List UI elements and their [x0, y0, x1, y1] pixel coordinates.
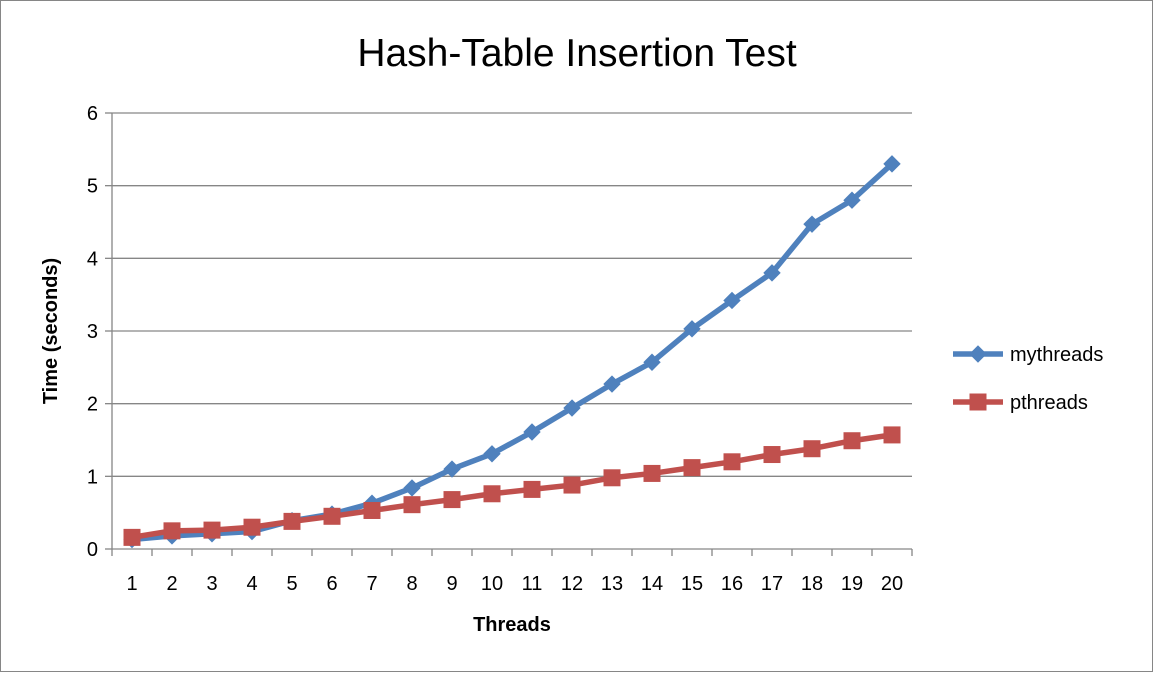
x-tick-label: 6	[326, 573, 337, 595]
x-tick-label: 12	[561, 573, 583, 595]
y-tick-label: 3	[87, 321, 98, 343]
pthreads-point	[203, 521, 221, 539]
pthreads-point	[523, 480, 541, 498]
legend-label: pthreads	[1010, 392, 1088, 414]
gridlines	[112, 112, 912, 477]
x-tick-label: 11	[522, 573, 543, 595]
pthreads-point	[363, 501, 381, 519]
mythreads-point	[883, 155, 901, 173]
y-tick-label: 1	[87, 466, 98, 488]
mythreads-point	[443, 460, 461, 478]
x-tick-label: 8	[406, 573, 417, 595]
x-axis-title: Threads	[473, 614, 551, 636]
mythreads-point	[643, 353, 661, 371]
pthreads-point	[243, 518, 261, 536]
x-tick-label: 3	[206, 573, 217, 595]
mythreads-point	[603, 375, 621, 393]
mythreads-point	[843, 191, 861, 209]
x-tick-label: 1	[126, 573, 137, 595]
x-tick-label: 17	[761, 573, 783, 595]
pthreads-point	[283, 512, 301, 530]
mythreads-point	[803, 215, 821, 233]
y-tick-label: 2	[87, 394, 98, 416]
y-tick-label: 4	[87, 248, 98, 270]
mythreads-point	[763, 264, 781, 282]
x-tick-label: 4	[246, 573, 257, 595]
y-tick-label: 6	[87, 103, 98, 125]
legend-swatch-marker	[969, 345, 987, 363]
series-pthreads	[123, 426, 901, 546]
legend-item-pthreads: pthreads	[953, 392, 1088, 414]
x-tick-label: 13	[601, 573, 623, 595]
pthreads-point	[403, 496, 421, 514]
x-tick-label: 20	[881, 573, 903, 595]
legend: mythreads pthreads	[953, 344, 1103, 414]
y-tick-label: 0	[87, 539, 98, 561]
x-tick-label: 14	[641, 573, 663, 595]
chart-title: Hash-Table Insertion Test	[357, 32, 797, 75]
x-tick-label: 9	[446, 573, 457, 595]
x-tick-label: 2	[166, 573, 177, 595]
pthreads-point	[643, 464, 661, 482]
x-tick-label: 16	[721, 573, 743, 595]
x-tick-label: 10	[481, 573, 503, 595]
pthreads-point	[163, 522, 181, 540]
mythreads-point	[723, 291, 741, 310]
mythreads-point	[403, 479, 421, 497]
pthreads-point	[323, 507, 341, 525]
y-tick-label: 5	[87, 176, 98, 198]
mythreads-line	[129, 161, 895, 543]
mythreads-point	[563, 399, 581, 417]
pthreads-point	[763, 446, 781, 464]
series-mythreads	[123, 155, 901, 549]
pthreads-point	[883, 426, 901, 444]
series-layer	[123, 155, 901, 549]
pthreads-point	[843, 432, 861, 450]
mythreads-point	[683, 320, 701, 338]
legend-item-mythreads: mythreads	[953, 344, 1103, 366]
mythreads-point	[483, 445, 501, 463]
x-tick-label: 5	[286, 573, 297, 595]
pthreads-point	[563, 476, 581, 494]
x-tick-label: 15	[681, 573, 703, 595]
x-tick-label: 19	[841, 573, 863, 595]
mythreads-point	[523, 423, 541, 441]
legend-label: mythreads	[1010, 344, 1103, 366]
pthreads-point	[603, 469, 621, 487]
legend-swatch-marker	[969, 393, 987, 411]
pthreads-point	[123, 528, 141, 546]
pthreads-point	[443, 491, 461, 509]
x-tick-label: 7	[366, 573, 377, 595]
pthreads-point	[723, 453, 741, 471]
pthreads-point	[803, 440, 821, 458]
y-axis-title: Time (seconds)	[40, 258, 62, 404]
pthreads-point	[483, 485, 501, 503]
pthreads-point	[683, 459, 701, 477]
x-tick-label: 18	[801, 573, 823, 595]
